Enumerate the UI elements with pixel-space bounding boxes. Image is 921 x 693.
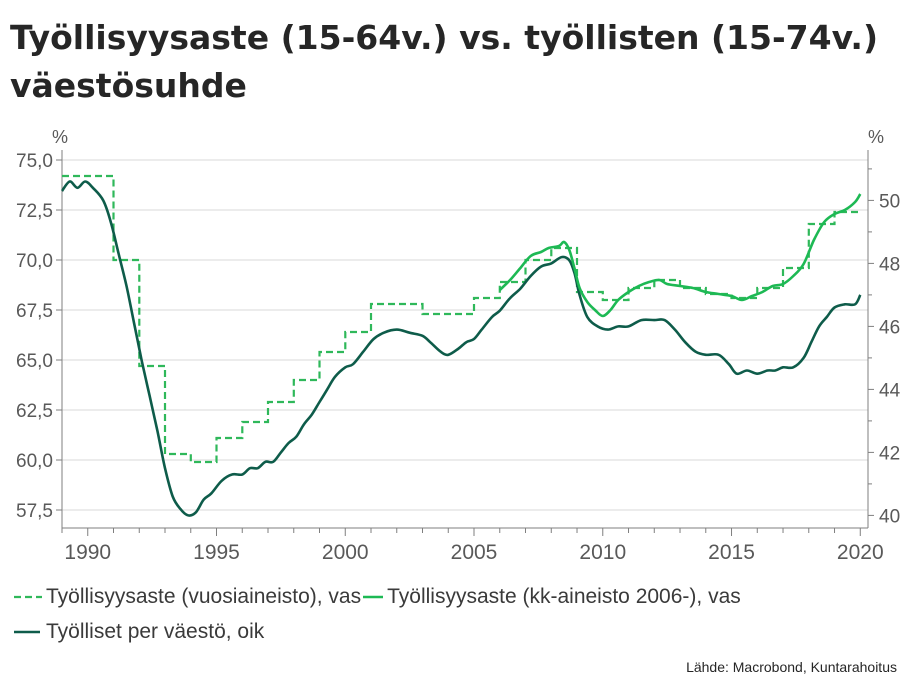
tick-label-right: 44	[879, 380, 901, 401]
legend-label-monthly: Työllisyysaste (kk-aineisto 2006-), vas	[387, 585, 741, 608]
tick-label-right: 46	[879, 317, 900, 338]
tick-label-x: 2015	[708, 541, 755, 564]
legend-row-2: Työlliset per väestö, oik	[12, 620, 264, 644]
series-monthly-employment-rate	[498, 193, 862, 318]
tick-label-left: 62,5	[16, 401, 53, 422]
legend-row-1: Työllisyysaste (vuosiaineisto), vas Työl…	[12, 585, 741, 609]
series-employed-per-population	[60, 180, 862, 517]
tick-label-x: 1995	[193, 541, 240, 564]
chart-title: Työllisyysaste (15-64v.) vs. työllisten …	[10, 18, 879, 105]
tick-label-right: 42	[879, 443, 900, 464]
unit-label-left: %	[52, 127, 68, 147]
axes: 57,5 60,0 62,5 65,0 67,5 70,0 72,5 75,0% 40 42 44 4…	[16, 127, 901, 564]
legend-swatch-dark	[14, 630, 40, 634]
tick-label-left: 67,5	[16, 301, 53, 322]
legend-item-employed: Työlliset per väestö, oik	[12, 620, 264, 644]
tick-label-x: 1990	[64, 541, 111, 564]
tick-label-x: 2000	[322, 541, 369, 564]
unit-label-right: %	[868, 127, 884, 147]
legend-swatch-green	[363, 595, 384, 599]
tick-label-left: 72,5	[16, 201, 53, 222]
tick-label-x: 2005	[451, 541, 498, 564]
tick-label-right: 50	[879, 191, 900, 212]
tick-label-left: 57,5	[16, 501, 53, 522]
legend-label-employed: Työlliset per väestö, oik	[46, 620, 265, 643]
tick-label-left: 75,0	[16, 151, 53, 172]
series-layer	[60, 174, 862, 517]
tick-label-x: 2020	[837, 541, 884, 564]
tick-label-right: 48	[879, 254, 900, 275]
tick-label-left: 70,0	[16, 251, 53, 272]
source-note: Lähde: Macrobond, Kuntarahoitus	[686, 659, 897, 675]
legend-label-annual: Työllisyysaste (vuosiaineisto), vas	[46, 585, 362, 608]
tick-label-x: 2010	[579, 541, 626, 564]
tick-label-left: 60,0	[16, 451, 53, 472]
gridlines	[62, 159, 868, 511]
legend-item-annual: Työllisyysaste (vuosiaineisto), vas	[12, 585, 361, 609]
legend-item-monthly: Työllisyysaste (kk-aineisto 2006-), vas	[361, 585, 741, 609]
series-annual-employment-rate	[62, 174, 861, 464]
legend-swatch-dashed	[14, 595, 42, 599]
tick-label-right: 40	[879, 506, 900, 527]
tick-label-left: 65,0	[16, 351, 53, 372]
